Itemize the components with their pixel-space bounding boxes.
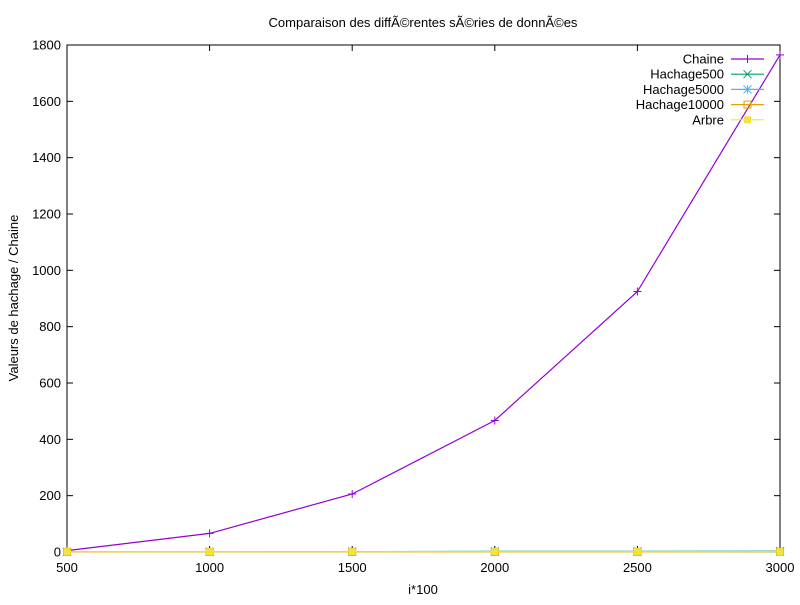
x-tick-label: 2000 <box>480 560 509 575</box>
data-point-marker <box>634 548 641 555</box>
data-point-marker <box>744 85 752 93</box>
data-point-marker <box>744 116 751 123</box>
data-point-marker <box>206 529 214 537</box>
x-tick-label: 500 <box>56 560 78 575</box>
y-tick-label: 800 <box>39 319 61 334</box>
x-axis-label: i*100 <box>408 582 438 597</box>
data-point-marker <box>349 548 356 555</box>
legend-item-hachage10000: Hachage10000 <box>636 97 764 112</box>
series-chaine <box>63 51 784 555</box>
series-layer <box>63 51 784 556</box>
data-point-marker <box>206 548 213 555</box>
legend-label: Hachage5000 <box>643 82 724 97</box>
y-axis-label: Valeurs de hachage / Chaine <box>6 215 21 382</box>
y-tick-label: 1000 <box>32 263 61 278</box>
y-tick-label: 1400 <box>32 150 61 165</box>
x-tick-label: 2500 <box>623 560 652 575</box>
y-tick-label: 1600 <box>32 94 61 109</box>
data-point-marker <box>491 548 498 555</box>
legend-label: Hachage10000 <box>636 97 724 112</box>
y-tick-label: 1800 <box>32 38 61 53</box>
legend-label: Hachage500 <box>650 67 724 82</box>
data-point-marker <box>744 55 752 63</box>
y-tick-label: 600 <box>39 376 61 391</box>
legend-label: Arbre <box>692 112 724 127</box>
series-line <box>67 55 780 551</box>
y-tick-label: 400 <box>39 432 61 447</box>
legend-item-arbre: Arbre <box>692 112 764 127</box>
data-point-marker <box>348 490 356 498</box>
x-tick-label: 1000 <box>195 560 224 575</box>
y-tick-label: 200 <box>39 488 61 503</box>
x-tick-label: 3000 <box>766 560 795 575</box>
legend-item-chaine: Chaine <box>683 52 764 67</box>
legend-item-hachage500: Hachage500 <box>650 67 764 82</box>
plot-frame <box>67 45 780 552</box>
legend: ChaineHachage500Hachage5000Hachage10000A… <box>636 52 764 128</box>
y-tick-label: 0 <box>54 545 61 560</box>
data-point-marker <box>777 548 784 555</box>
data-point-marker <box>776 51 784 59</box>
ticks-layer: 0 200 400 600 800 1000 1200 1400 1600 1800 500 1000… <box>32 38 794 576</box>
legend-label: Chaine <box>683 52 724 67</box>
legend-item-hachage5000: Hachage5000 <box>643 82 764 97</box>
chart-title: Comparaison des diffÃ©rentes sÃ©ries de … <box>269 15 578 30</box>
data-point-marker <box>64 548 71 555</box>
x-tick-label: 1500 <box>338 560 367 575</box>
y-tick-label: 1200 <box>32 207 61 222</box>
series-arbre <box>64 548 784 555</box>
